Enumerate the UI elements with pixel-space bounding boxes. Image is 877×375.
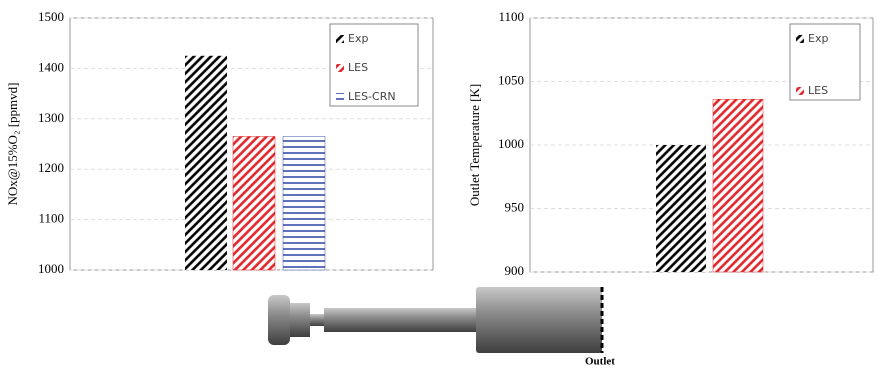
y-tick-label: 1000 bbox=[498, 136, 524, 151]
legend-label: Exp bbox=[348, 32, 368, 45]
legend-label: LES-CRN bbox=[348, 90, 396, 103]
y-tick-label: 1000 bbox=[38, 261, 64, 276]
y-tick-label: 1200 bbox=[38, 160, 64, 175]
bar bbox=[713, 99, 763, 272]
legend-swatch bbox=[336, 35, 344, 43]
y-tick-label: 1500 bbox=[38, 9, 64, 24]
y-tick-label: 1300 bbox=[38, 110, 64, 125]
legend-swatch bbox=[796, 87, 804, 95]
combustor-drawing bbox=[268, 287, 602, 353]
legend-label: LES bbox=[808, 84, 828, 97]
legend-label: Exp bbox=[808, 32, 828, 45]
y-tick-label: 1100 bbox=[498, 9, 524, 24]
y-tick-label: 950 bbox=[505, 199, 525, 214]
bar bbox=[656, 145, 706, 272]
y-tick-label: 1100 bbox=[38, 211, 64, 226]
y-tick-label: 1050 bbox=[498, 72, 524, 87]
legend-swatch bbox=[796, 35, 804, 43]
y-tick-label: 1400 bbox=[38, 59, 64, 74]
bar bbox=[185, 56, 227, 270]
y-tick-label: 900 bbox=[505, 263, 525, 278]
y-axis-label: Outlet Temperature [K] bbox=[467, 84, 482, 206]
legend-swatch bbox=[336, 93, 344, 101]
bar bbox=[283, 136, 325, 270]
outlet-label: Outlet bbox=[585, 356, 615, 368]
legend-swatch bbox=[336, 64, 344, 72]
y-axis-label: NOx@15%O₂ [ppmvd] bbox=[5, 82, 20, 205]
page: Outlet 1000 1100 1200 1300 1400 1500 NOx@15%O₂… bbox=[0, 0, 877, 370]
legend-label: LES bbox=[348, 61, 368, 74]
bar bbox=[233, 136, 275, 270]
